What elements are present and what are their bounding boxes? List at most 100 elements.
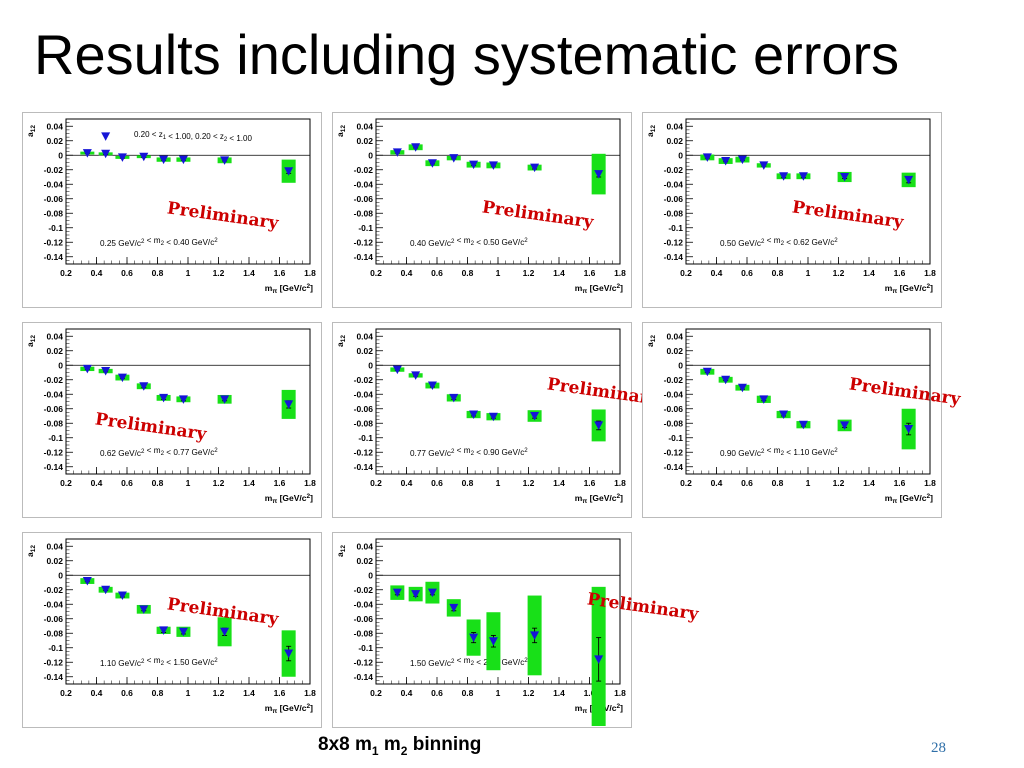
y-axis-label: a12 (25, 335, 37, 347)
x-tick-label: 0.8 (152, 478, 164, 488)
y-tick-label: 0.04 (46, 331, 63, 341)
data-point-marker (449, 393, 459, 403)
y-axis-label: a12 (335, 545, 347, 557)
plot-frame (65, 118, 311, 265)
data-point-marker (82, 149, 92, 158)
x-tick-label: 1.4 (553, 478, 565, 488)
x-axis-label: mπ [GeV/c2] (265, 283, 313, 295)
y-tick-label: -0.06 (664, 194, 684, 204)
data-point-marker (220, 156, 230, 165)
chart-svg: 0.04 0.02 0 -0.02 -0.04 -0.06 -0.08 -0.1 -0.12 -0… (22, 112, 322, 308)
data-point-marker (159, 155, 169, 165)
x-tick-label: 0.8 (462, 478, 474, 488)
x-tick-label: 1.2 (213, 478, 225, 488)
data-point-marker (117, 591, 127, 601)
y-tick-label: 0.04 (666, 331, 683, 341)
y-tick-label: -0.04 (664, 179, 684, 189)
y-tick-label: -0.1 (48, 223, 63, 233)
x-tick-label: 1 (186, 478, 191, 488)
y-tick-label: -0.02 (664, 165, 684, 175)
y-tick-label: -0.02 (664, 375, 684, 385)
y-tick-label: 0 (58, 570, 63, 580)
chart-svg: 0.04 0.02 0 -0.02 -0.04 -0.06 -0.08 -0.1 -0.12 -0… (22, 322, 322, 518)
y-tick-label: -0.14 (664, 462, 684, 472)
y-tick-label: -0.12 (44, 657, 64, 667)
y-tick-label: -0.1 (668, 223, 683, 233)
data-point-marker (284, 167, 294, 176)
data-point-marker (488, 412, 498, 422)
x-tick-label: 0.6 (121, 688, 133, 698)
y-tick-label: 0 (678, 360, 683, 370)
data-point-marker (117, 373, 127, 383)
x-tick-label: 0.6 (741, 478, 753, 488)
y-tick-label: 0.02 (666, 136, 683, 146)
x-tick-label: 1.8 (614, 268, 626, 278)
data-point-marker (101, 132, 111, 141)
x-tick-label: 0.4 (91, 268, 103, 278)
x-tick-label: 0.4 (401, 268, 413, 278)
x-tick-label: 0.6 (431, 478, 443, 488)
x-tick-label: 0.4 (401, 478, 413, 488)
chart-svg: 0.04 0.02 0 -0.02 -0.04 -0.06 -0.08 -0.1 -0.12 -0… (642, 322, 963, 518)
y-axis-label: a12 (645, 335, 657, 347)
y-tick-label: 0.02 (356, 346, 373, 356)
x-tick-label: 0.2 (60, 268, 72, 278)
chart-panel: 0.04 0.02 0 -0.02 -0.04 -0.06 -0.08 -0.1 -0.12 -0… (22, 532, 322, 728)
data-point-marker (220, 395, 230, 404)
data-point-marker (721, 375, 731, 385)
y-tick-label: -0.14 (354, 462, 374, 472)
x-tick-label: 1 (186, 688, 191, 698)
data-point-marker (488, 161, 498, 170)
y-tick-label: -0.08 (44, 628, 64, 638)
y-tick-label: -0.14 (354, 672, 374, 682)
x-tick-label: 1.4 (243, 478, 255, 488)
y-tick-label: -0.08 (664, 418, 684, 428)
data-point-marker (759, 161, 769, 170)
y-tick-label: -0.1 (48, 433, 63, 443)
x-tick-label: 1.8 (924, 268, 936, 278)
x-tick-label: 0.6 (121, 478, 133, 488)
y-tick-label: -0.12 (44, 447, 64, 457)
y-tick-label: -0.14 (354, 252, 374, 262)
x-tick-label: 0.6 (431, 688, 443, 698)
data-point-marker (840, 421, 850, 430)
x-tick-label: 1.8 (304, 478, 316, 488)
y-tick-label: -0.04 (354, 179, 374, 189)
data-point-marker (82, 364, 92, 374)
y-tick-label: -0.1 (358, 643, 373, 653)
data-point-marker (594, 421, 604, 430)
page-number: 28 (931, 740, 946, 756)
mass-range-label: 1.10 GeV/c2 < m2 < 1.50 GeV/c2 (100, 656, 218, 668)
y-tick-label: 0.02 (356, 136, 373, 146)
x-tick-label: 1.2 (833, 478, 845, 488)
y-tick-label: 0.02 (46, 556, 63, 566)
y-tick-label: -0.14 (44, 672, 64, 682)
y-tick-label: 0.04 (666, 121, 683, 131)
data-point-marker (139, 605, 149, 614)
x-tick-label: 1 (186, 268, 191, 278)
y-tick-label: -0.1 (358, 433, 373, 443)
y-tick-label: -0.14 (44, 252, 64, 262)
x-tick-label: 1.6 (274, 268, 286, 278)
x-tick-label: 1.6 (894, 478, 906, 488)
chart-panel: 0.04 0.02 0 -0.02 -0.04 -0.06 -0.08 -0.1 -0.12 -0… (332, 112, 632, 308)
data-point-marker (488, 637, 498, 646)
y-tick-label: -0.02 (354, 375, 374, 385)
y-tick-label: -0.04 (664, 389, 684, 399)
data-point-marker (392, 365, 402, 375)
x-tick-label: 1 (806, 268, 811, 278)
x-tick-label: 0.4 (91, 688, 103, 698)
x-tick-label: 0.4 (711, 478, 723, 488)
x-tick-label: 1.8 (304, 268, 316, 278)
chart-svg: 0.04 0.02 0 -0.02 -0.04 -0.06 -0.08 -0.1 -0.12 -0… (642, 112, 942, 308)
chart-panel: 0.04 0.02 0 -0.02 -0.04 -0.06 -0.08 -0.1 -0.12 -0… (22, 322, 322, 518)
mass-range-label: 0.40 GeV/c2 < m2 < 0.50 GeV/c2 (410, 236, 528, 248)
x-tick-label: 0.8 (772, 478, 784, 488)
data-point-marker (139, 382, 149, 391)
data-point-marker (530, 412, 540, 421)
caption-mid: m (378, 734, 401, 755)
data-point-marker (411, 143, 421, 152)
data-point-marker (427, 159, 437, 168)
y-tick-label: -0.04 (354, 599, 374, 609)
caption-sub2: 2 (400, 743, 408, 758)
